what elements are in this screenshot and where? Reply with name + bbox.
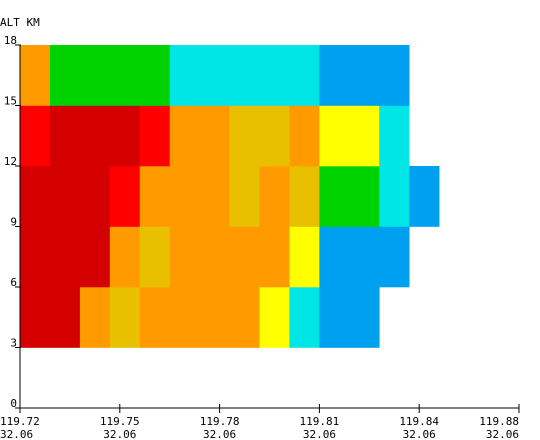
heatmap-cell: [259, 287, 290, 348]
heatmap-cell: [20, 226, 111, 288]
x-tick-longitude-label: 119.75: [100, 415, 140, 428]
x-axis-ticks: 119.7232.06119.7532.06119.7832.06119.813…: [0, 404, 520, 440]
heatmap-cell: [20, 166, 111, 227]
heatmap-cell: [289, 226, 320, 288]
x-tick-longitude-label: 119.88: [479, 415, 519, 428]
x-tick-longitude-label: 119.72: [0, 415, 40, 428]
y-tick-label: 12: [4, 155, 17, 168]
heatmap-cell: [20, 105, 51, 167]
y-tick-label: 9: [10, 216, 17, 229]
heatmap-cell: [289, 105, 320, 167]
x-tick-latitude-label: 32.06: [203, 428, 236, 440]
x-tick-latitude-label: 32.06: [403, 428, 436, 440]
heatmap-cell: [139, 105, 170, 167]
x-tick-latitude-label: 32.06: [0, 428, 33, 440]
heatmap-cell: [49, 105, 141, 167]
heatmap-cell: [319, 226, 410, 288]
heatmap-cell: [289, 287, 320, 348]
radar-cells: [20, 45, 440, 348]
heatmap-cell: [79, 287, 111, 348]
heatmap-cell: [139, 287, 260, 348]
heatmap-cell: [319, 166, 380, 227]
heatmap-cell: [259, 166, 290, 227]
heatmap-cell: [139, 166, 230, 227]
x-tick-longitude-label: 119.81: [300, 415, 340, 428]
x-tick-latitude-label: 32.06: [303, 428, 336, 440]
y-tick-label: 15: [4, 95, 17, 108]
heatmap-cell: [139, 226, 170, 288]
heatmap-cell: [229, 166, 260, 227]
heatmap-cell: [319, 105, 380, 167]
heatmap-cell: [109, 287, 141, 348]
heatmap-cell: [169, 45, 320, 106]
heatmap-cell: [49, 45, 170, 106]
heatmap-cell: [379, 166, 410, 227]
heatmap-cell: [20, 287, 81, 348]
heatmap-cell: [229, 105, 290, 167]
y-tick-label: 6: [10, 276, 17, 289]
heatmap-cell: [109, 166, 141, 227]
heatmap-cell: [109, 226, 141, 288]
y-axis-label: ALT KM: [0, 16, 40, 29]
y-axis-ticks: 0 3 6 9 12 15 18: [4, 34, 21, 410]
heatmap-cell: [409, 166, 440, 227]
heatmap-cell: [20, 45, 51, 106]
heatmap-cell: [379, 105, 410, 167]
heatmap-cell: [319, 45, 410, 106]
x-tick-latitude-label: 32.06: [103, 428, 136, 440]
x-tick-longitude-label: 119.78: [200, 415, 240, 428]
heatmap-cell: [289, 166, 320, 227]
y-tick-label: 18: [4, 34, 17, 47]
heatmap-cell: [319, 287, 380, 348]
x-tick-latitude-label: 32.06: [486, 428, 519, 440]
x-tick-longitude-label: 119.84: [399, 415, 439, 428]
heatmap-cell: [169, 105, 230, 167]
heatmap-cell: [169, 226, 290, 288]
y-tick-label: 0: [10, 397, 17, 410]
y-tick-label: 3: [10, 337, 17, 350]
